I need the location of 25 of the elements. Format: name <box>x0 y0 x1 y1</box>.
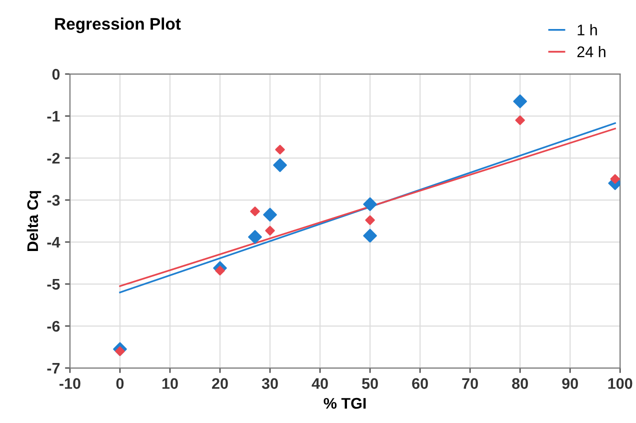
y-tick-label: -7 <box>47 363 60 374</box>
y-axis-title: Delta Cq <box>26 191 42 251</box>
x-tick-label: 80 <box>512 378 528 389</box>
x-tick-label: 20 <box>212 378 228 389</box>
x-tick-label: 70 <box>462 378 478 389</box>
x-tick-label: -10 <box>60 378 80 389</box>
legend-label: 1 h <box>578 24 597 36</box>
y-tick-label: -3 <box>47 194 60 206</box>
x-tick-label: 0 <box>116 378 124 389</box>
legend-label: 24 h <box>577 46 606 58</box>
x-tick-label: 10 <box>162 378 178 389</box>
y-tick-label: -6 <box>47 320 60 332</box>
x-axis-title: % TGI <box>324 398 366 409</box>
x-tick-label: 90 <box>562 378 578 389</box>
y-tick-label: -4 <box>47 237 60 248</box>
y-tick-label: -2 <box>47 152 60 164</box>
x-tick-label: 50 <box>362 378 378 389</box>
y-tick-label: -5 <box>47 279 60 290</box>
y-tick-label: 0 <box>52 68 60 80</box>
chart-title: Regression Plot <box>55 18 181 34</box>
x-tick-label: 60 <box>412 378 428 389</box>
x-tick-label: 100 <box>608 378 632 389</box>
x-tick-label: 40 <box>312 378 328 389</box>
x-tick-label: 30 <box>262 378 278 389</box>
y-tick-label: -1 <box>47 111 60 122</box>
